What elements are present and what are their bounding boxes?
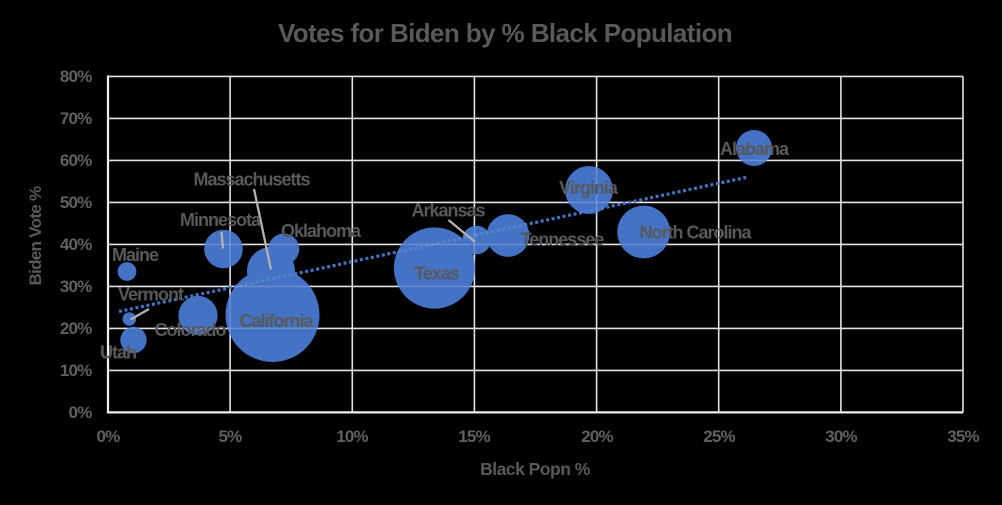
svg-text:Maine: Maine (112, 245, 159, 265)
svg-text:Oklahoma: Oklahoma (281, 221, 362, 241)
svg-text:North Carolina: North Carolina (639, 223, 752, 243)
svg-text:Massachusetts: Massachusetts (193, 170, 310, 190)
svg-text:Tennessee: Tennessee (521, 230, 605, 250)
svg-text:Vermont: Vermont (118, 285, 184, 305)
svg-text:5%: 5% (219, 427, 243, 446)
svg-text:Votes for Biden by % Black Pop: Votes for Biden by % Black Population (278, 18, 732, 48)
svg-text:50%: 50% (60, 193, 92, 212)
svg-text:0%: 0% (69, 403, 93, 422)
svg-text:60%: 60% (60, 151, 92, 170)
svg-text:Alabama: Alabama (720, 139, 790, 159)
svg-text:25%: 25% (703, 427, 735, 446)
svg-text:35%: 35% (947, 427, 979, 446)
svg-text:40%: 40% (60, 235, 92, 254)
svg-text:10%: 10% (336, 427, 368, 446)
svg-text:0%: 0% (97, 427, 121, 446)
svg-text:Arkansas: Arkansas (411, 201, 485, 221)
svg-text:70%: 70% (60, 109, 92, 128)
svg-text:Biden Vote %: Biden Vote % (26, 186, 45, 286)
svg-text:Colorado: Colorado (155, 320, 227, 340)
svg-text:Black Popn %: Black Popn % (480, 459, 591, 479)
svg-text:15%: 15% (458, 427, 490, 446)
svg-text:Utah: Utah (100, 343, 136, 363)
svg-text:California: California (239, 311, 314, 331)
svg-text:20%: 20% (581, 427, 613, 446)
svg-text:30%: 30% (60, 277, 92, 296)
svg-text:Texas: Texas (414, 264, 460, 284)
svg-text:20%: 20% (60, 319, 92, 338)
svg-text:10%: 10% (60, 361, 92, 380)
svg-text:30%: 30% (825, 427, 857, 446)
svg-text:Minnesota: Minnesota (180, 210, 262, 230)
svg-text:80%: 80% (60, 67, 92, 86)
svg-text:Virginia: Virginia (559, 178, 619, 198)
